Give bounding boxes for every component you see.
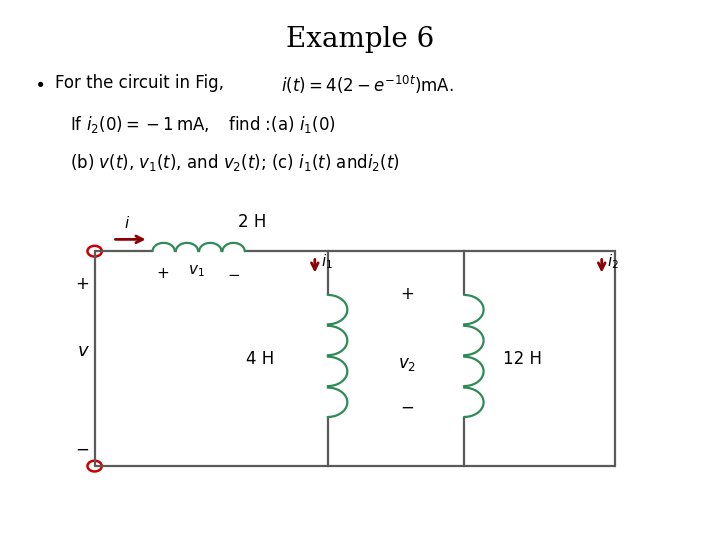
Text: $\bullet$: $\bullet$ (34, 74, 44, 92)
Text: Example 6: Example 6 (286, 25, 434, 52)
Text: 4 H: 4 H (246, 349, 274, 368)
Text: 2 H: 2 H (238, 213, 266, 231)
Text: 12 H: 12 H (503, 349, 542, 368)
Text: $i_1$: $i_1$ (320, 253, 333, 271)
Text: $+$: $+$ (400, 285, 414, 303)
Text: $i_2$: $i_2$ (608, 253, 619, 271)
Text: $v$: $v$ (77, 342, 89, 360)
Text: $v_1$: $v_1$ (188, 263, 204, 279)
Text: $i(t) = 4(2-e^{-10t})\mathrm{mA.}$: $i(t) = 4(2-e^{-10t})\mathrm{mA.}$ (281, 74, 454, 96)
Text: If $i_2(0) = -1\,\mathrm{mA},$   find :(a) $i_1(0)$: If $i_2(0) = -1\,\mathrm{mA},$ find :(a)… (70, 114, 336, 135)
Text: $v_2$: $v_2$ (397, 355, 415, 373)
Text: $-$: $-$ (75, 439, 89, 457)
Text: (b) $v(t)$, $v_1(t)$, and $v_2(t)$; (c) $i_1(t)$ and$i_2(t)$: (b) $v(t)$, $v_1(t)$, and $v_2(t)$; (c) … (70, 152, 400, 173)
Text: $-$: $-$ (228, 266, 240, 281)
Text: $-$: $-$ (400, 398, 414, 416)
Text: $+$: $+$ (156, 266, 168, 281)
Text: For the circuit in Fig,: For the circuit in Fig, (55, 74, 224, 92)
Text: $+$: $+$ (75, 275, 89, 293)
Text: $i$: $i$ (124, 215, 130, 231)
